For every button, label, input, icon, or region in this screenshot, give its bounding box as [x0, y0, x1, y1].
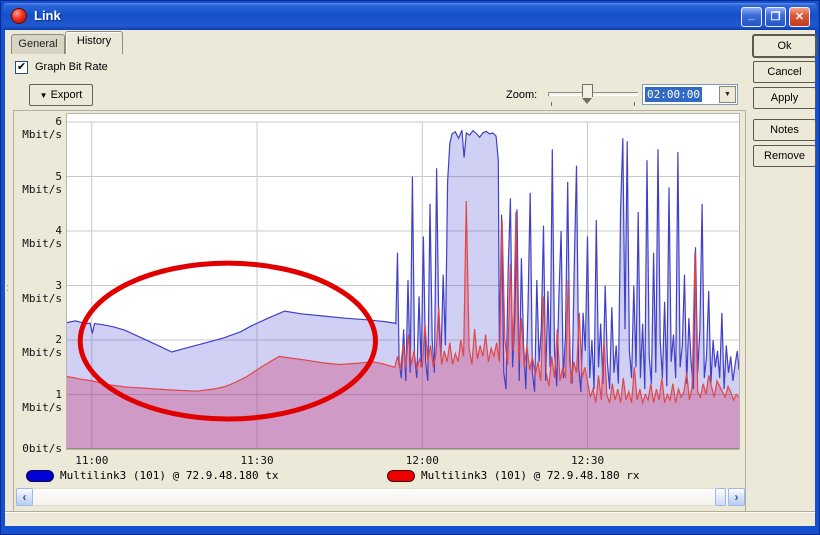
zoom-label: Zoom:: [506, 89, 538, 101]
remove-button[interactable]: Remove: [753, 145, 816, 167]
series-area-rx: [67, 201, 739, 449]
scroll-right-button[interactable]: ›: [728, 488, 745, 506]
link-window-icon: [11, 8, 27, 24]
x-axis-label: 11:00: [75, 454, 109, 467]
title-bar: Link _ ❐ ✕: [3, 3, 817, 30]
chevron-left-icon: ‹: [22, 490, 27, 504]
graph-bit-rate-checkbox[interactable]: ✔: [15, 61, 28, 74]
series-line-rx: [66, 200, 740, 406]
series-line-tx: [66, 129, 740, 392]
legend-swatch-tx: [26, 470, 54, 482]
chevron-right-icon: ›: [734, 490, 739, 504]
y-axis-label: 3 Mbit/s: [22, 278, 62, 305]
minimize-button[interactable]: _: [741, 7, 762, 27]
slider-thumb[interactable]: [582, 84, 593, 104]
graph-bit-rate-label: Graph Bit Rate: [35, 61, 108, 73]
bitrate-chart-plot: [66, 113, 740, 450]
tab-history[interactable]: History: [65, 31, 123, 54]
x-axis-label: 11:30: [240, 454, 274, 467]
window-title: Link: [34, 8, 61, 23]
cancel-button[interactable]: Cancel: [753, 61, 816, 83]
dropdown-arrow-icon: ▼: [39, 91, 48, 100]
zoom-range-combobox[interactable]: 02:00:00 ▼: [642, 84, 738, 105]
stray-text: :: [6, 282, 10, 294]
maximize-button[interactable]: ❐: [765, 7, 786, 27]
x-axis-label: 12:00: [405, 454, 439, 467]
legend-label-rx: Multilink3 (101) @ 72.9.48.180 rx: [421, 469, 640, 482]
y-axis-label: 1 Mbit/s: [22, 387, 62, 414]
scrollbar-thumb[interactable]: [715, 488, 726, 506]
chart-svg: [66, 121, 740, 449]
tab-general[interactable]: General: [11, 34, 65, 54]
legend-label-tx: Multilink3 (101) @ 72.9.48.180 tx: [60, 469, 279, 482]
status-bar: [5, 511, 815, 526]
y-axis-label: 0bit/s: [22, 442, 62, 455]
y-axis-label: 6 Mbit/s: [22, 115, 62, 141]
series-area-tx: [67, 130, 739, 449]
legend-swatch-rx: [387, 470, 415, 482]
slider-tick: [634, 102, 635, 106]
export-button[interactable]: ▼ Export: [29, 84, 93, 106]
combobox-arrow-button[interactable]: ▼: [719, 86, 736, 103]
close-button[interactable]: ✕: [789, 7, 810, 27]
slider-track[interactable]: [548, 92, 638, 96]
ok-button[interactable]: Ok: [753, 35, 816, 57]
x-axis-label: 12:30: [570, 454, 605, 467]
y-axis-label: 2 Mbit/s: [22, 333, 62, 359]
chevron-down-icon: ▼: [724, 91, 731, 98]
highlight-ellipse-annotation: [77, 260, 378, 422]
export-button-label: Export: [50, 89, 83, 101]
slider-tick: [551, 102, 552, 106]
y-axis-label: 4 Mbit/s: [22, 224, 62, 250]
horizontal-scrollbar[interactable]: ‹ ›: [16, 488, 745, 506]
history-chart-panel: 6 Mbit/s 5 Mbit/s 4 Mbit/s 3 Mbit/s 2 Mbit/s…: [13, 110, 746, 512]
zoom-range-value[interactable]: 02:00:00: [645, 87, 702, 102]
apply-button[interactable]: Apply: [753, 87, 816, 109]
scroll-left-button[interactable]: ‹: [16, 488, 33, 506]
y-axis-label: 5 Mbit/s: [22, 169, 62, 196]
notes-button[interactable]: Notes: [753, 119, 816, 141]
checkmark-icon: ✔: [16, 61, 27, 73]
dialog-client-area: General History ✔ Graph Bit Rate ▼ Export…: [5, 30, 816, 526]
zoom-slider[interactable]: [546, 82, 640, 106]
